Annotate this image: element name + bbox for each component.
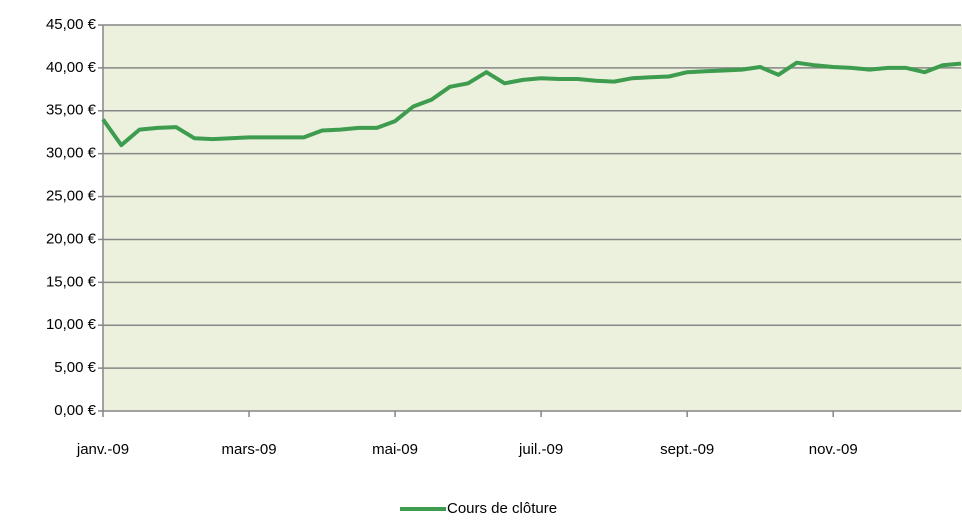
y-tick-label: 35,00 € [46,102,97,119]
y-tick-label: 20,00 € [46,230,97,247]
x-tick-label: janv.-09 [76,441,129,458]
x-tick-label: mai-09 [372,441,418,458]
legend-label: Cours de clôture [447,500,557,515]
y-tick-label: 25,00 € [46,188,97,205]
x-tick-label: mars-09 [222,441,277,458]
y-tick-label: 15,00 € [46,273,97,290]
y-tick-label: 5,00 € [54,359,96,376]
x-tick-label: juil.-09 [518,441,563,458]
plot-area [103,25,962,411]
y-tick-label: 45,00 € [46,16,97,33]
y-tick-label: 10,00 € [46,316,97,333]
series-line [101,60,962,148]
x-tick-label: nov.-09 [809,441,858,458]
y-tick-label: 0,00 € [54,402,96,419]
y-tick-label: 40,00 € [46,59,97,76]
y-tick-label: 30,00 € [46,145,97,162]
x-tick-label: sept.-09 [660,441,714,458]
